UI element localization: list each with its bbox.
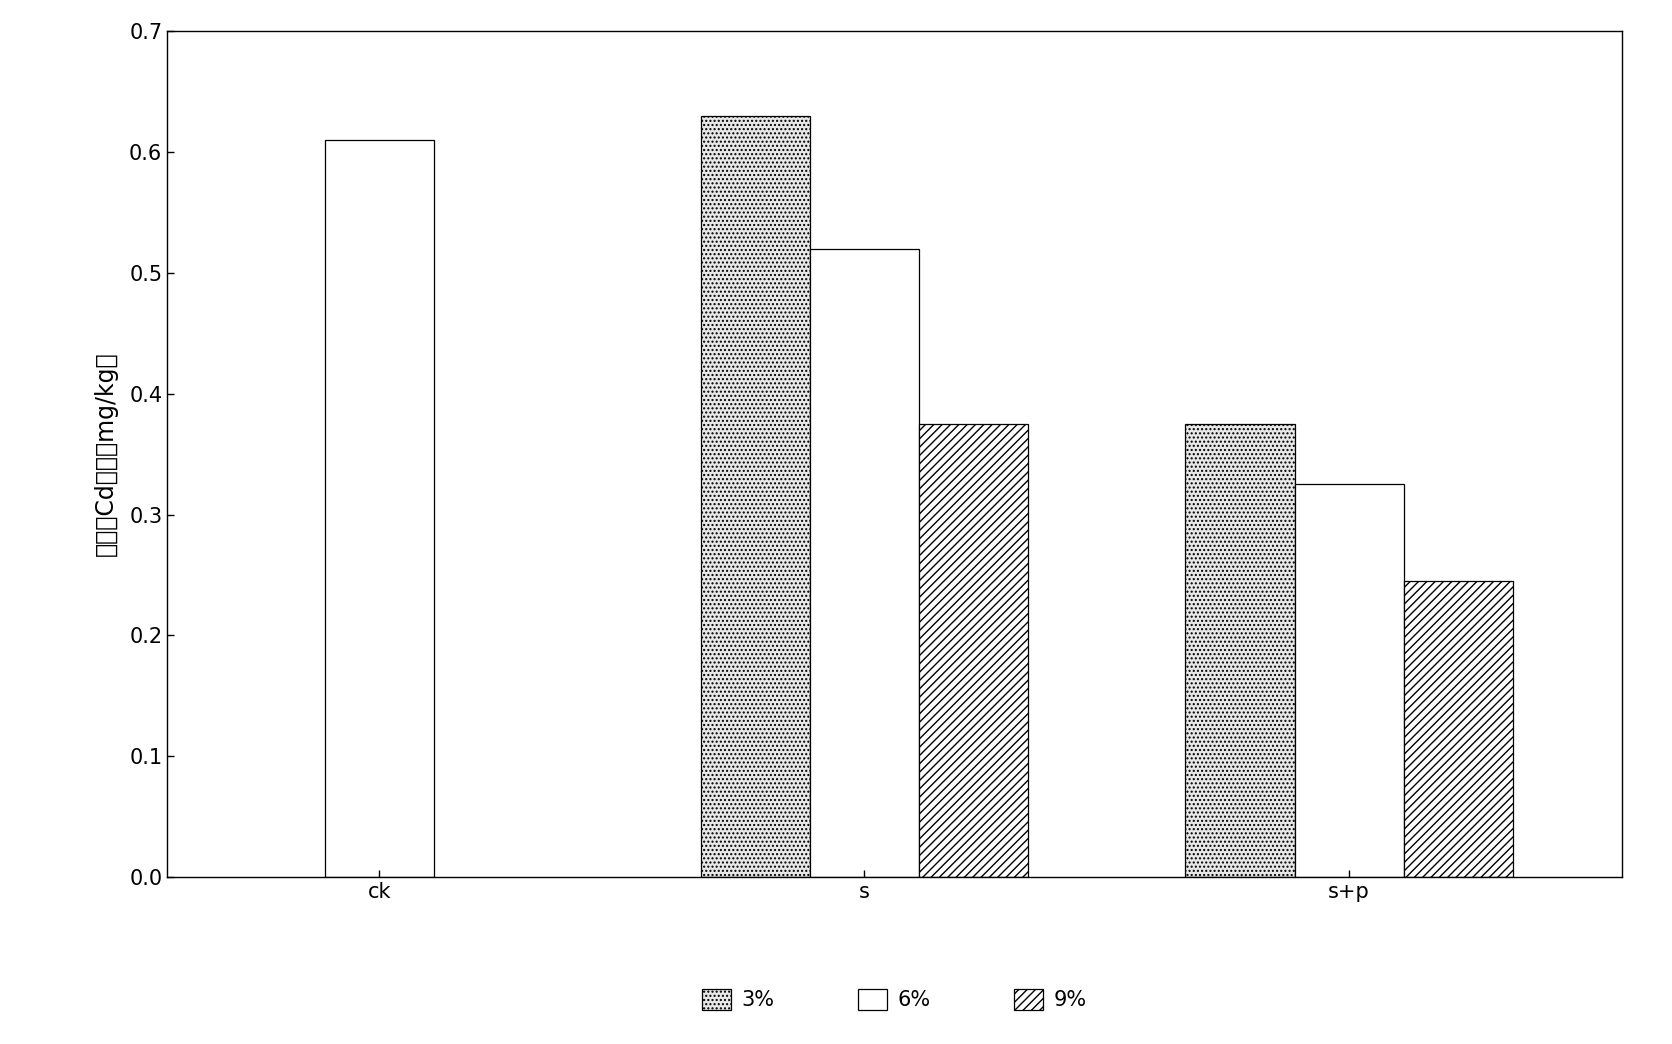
Bar <box>1185 424 1294 877</box>
Y-axis label: 有效态Cd含量（mg/kg）: 有效态Cd含量（mg/kg） <box>94 352 119 556</box>
Bar <box>809 248 920 877</box>
Bar <box>324 140 435 877</box>
Bar <box>701 116 809 877</box>
Bar <box>920 424 1028 877</box>
Legend: 3%, 6%, 9%: 3%, 6%, 9% <box>694 980 1095 1019</box>
Bar <box>1294 484 1404 877</box>
Bar <box>1404 580 1513 877</box>
